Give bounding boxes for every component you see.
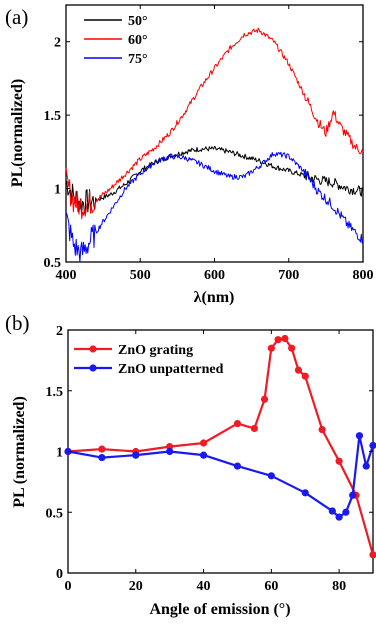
y-tick-label: 0.5 xyxy=(46,506,64,521)
legend-label: 50° xyxy=(128,14,148,29)
data-point xyxy=(234,420,241,427)
y-tick-label: 2 xyxy=(56,324,63,339)
data-point xyxy=(251,425,258,432)
data-point xyxy=(329,507,336,514)
data-point xyxy=(369,442,376,449)
panel-b: (b) 0 20 40 60 80 0 0.5 1 1.5 2 Angle of emission… xyxy=(5,311,376,618)
y-tick-label: 0.5 xyxy=(44,256,62,271)
data-point xyxy=(268,472,275,479)
data-point xyxy=(302,373,309,380)
data-point xyxy=(356,432,363,439)
data-point xyxy=(166,448,173,455)
panel-a-legend: 50° 60° 75° xyxy=(84,14,148,67)
data-point xyxy=(363,462,370,469)
legend-label: ZnO unpatterned xyxy=(118,362,224,377)
data-point xyxy=(261,396,268,403)
legend-label: 60° xyxy=(128,33,148,48)
data-point xyxy=(132,452,139,459)
panel-a-x-axis-title: λ(nm) xyxy=(194,289,235,306)
legend-marker xyxy=(89,345,96,352)
legend-marker xyxy=(89,364,96,371)
data-point xyxy=(336,514,343,521)
y-tick-label: 0 xyxy=(56,567,63,582)
legend-label: ZnO grating xyxy=(118,343,193,358)
data-point xyxy=(268,345,275,352)
data-point xyxy=(319,426,326,433)
data-point xyxy=(295,366,302,373)
panel-a-plot-frame xyxy=(66,5,363,262)
x-tick-label: 800 xyxy=(353,268,374,283)
panel-a-series-group xyxy=(66,28,363,262)
x-tick-label: 80 xyxy=(332,579,346,594)
data-point xyxy=(349,492,356,499)
y-tick-label: 1.5 xyxy=(44,109,62,124)
panel-a-label: (a) xyxy=(5,5,28,29)
panel-b-legend: ZnO grating ZnO unpatterned xyxy=(74,343,224,377)
x-tick-label: 0 xyxy=(65,579,72,594)
x-tick-label: 600 xyxy=(204,268,225,283)
y-tick-label: 2 xyxy=(54,36,61,51)
series-line-1 xyxy=(66,147,363,215)
panel-b-x-axis-title: Angle of emission (°) xyxy=(149,601,290,618)
x-tick-label: 500 xyxy=(130,268,151,283)
data-point xyxy=(234,462,241,469)
legend-label: 75° xyxy=(128,52,148,67)
data-point xyxy=(275,336,282,343)
x-tick-label: 40 xyxy=(197,579,211,594)
data-point xyxy=(281,335,288,342)
x-tick-label: 60 xyxy=(264,579,278,594)
data-point xyxy=(342,509,349,516)
series-line-2 xyxy=(68,436,373,517)
y-tick-label: 1 xyxy=(56,446,63,461)
panel-b-label: (b) xyxy=(5,311,30,335)
y-tick-label: 1.5 xyxy=(46,385,64,400)
data-point xyxy=(98,454,105,461)
data-point xyxy=(200,452,207,459)
data-point xyxy=(288,345,295,352)
y-tick-label: 1 xyxy=(54,183,61,198)
data-point xyxy=(98,445,105,452)
series-line-3 xyxy=(66,152,363,262)
panel-b-y-axis-title: PL (normalized) xyxy=(11,396,28,508)
data-point xyxy=(302,489,309,496)
x-tick-label: 20 xyxy=(129,579,143,594)
panel-a-y-axis-title: PL(normalized) xyxy=(9,79,26,187)
data-point xyxy=(369,551,376,558)
data-point xyxy=(200,439,207,446)
data-point xyxy=(336,458,343,465)
x-tick-label: 700 xyxy=(278,268,299,283)
